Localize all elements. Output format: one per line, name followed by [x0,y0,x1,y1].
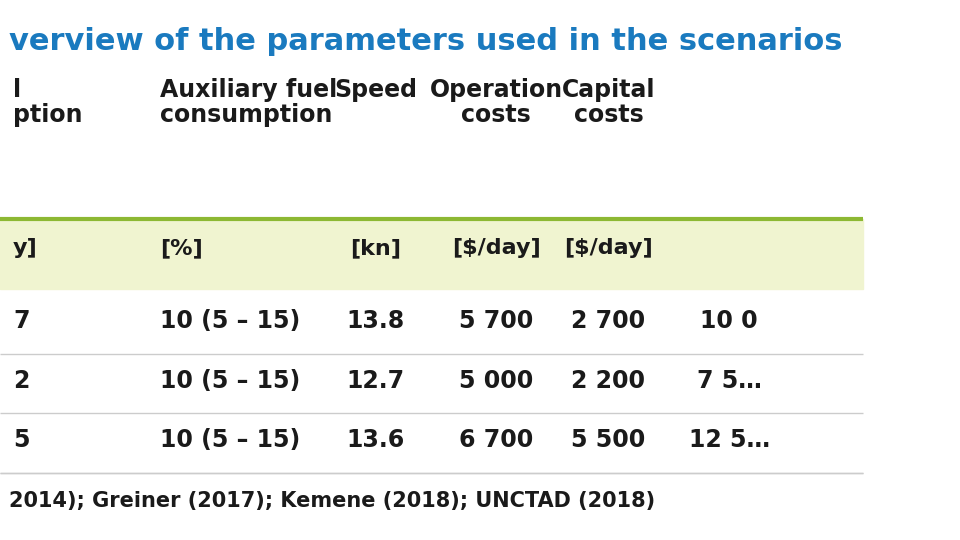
Text: costs: costs [462,103,531,126]
Text: 6 700: 6 700 [459,428,534,452]
Text: 12 5…: 12 5… [688,428,770,452]
Text: costs: costs [573,103,643,126]
Text: consumption: consumption [159,103,332,126]
Text: verview of the parameters used in the scenarios: verview of the parameters used in the sc… [9,27,842,56]
Text: y]: y] [12,238,37,259]
Text: 2014); Greiner (2017); Kemene (2018); UNCTAD (2018): 2014); Greiner (2017); Kemene (2018); UN… [9,491,655,511]
Text: 5: 5 [12,428,30,452]
Text: [kn]: [kn] [350,238,401,259]
Text: [$/day]: [$/day] [452,238,540,259]
Text: 10 (5 – 15): 10 (5 – 15) [159,309,300,333]
Text: 2: 2 [12,369,30,393]
Text: ption: ption [12,103,83,126]
Text: 5 500: 5 500 [571,428,645,452]
Text: 7 5…: 7 5… [697,369,761,393]
Bar [0,219,863,289]
Text: Operation: Operation [430,78,563,102]
Text: 5 700: 5 700 [459,309,534,333]
Text: [$/day]: [$/day] [564,238,653,259]
Text: l: l [12,78,21,102]
Text: 13.6: 13.6 [347,428,404,452]
Text: Speed: Speed [334,78,417,102]
Text: 7: 7 [12,309,30,333]
Text: 5 000: 5 000 [459,369,534,393]
Text: 12.7: 12.7 [347,369,404,393]
Text: 2 200: 2 200 [571,369,645,393]
Text: 10 0: 10 0 [701,309,758,333]
Text: [%]: [%] [159,238,203,259]
Text: Auxiliary fuel: Auxiliary fuel [159,78,337,102]
Text: 10 (5 – 15): 10 (5 – 15) [159,428,300,452]
Text: 10 (5 – 15): 10 (5 – 15) [159,369,300,393]
Text: 2 700: 2 700 [571,309,645,333]
Text: Capital: Capital [562,78,656,102]
Text: 13.8: 13.8 [347,309,404,333]
